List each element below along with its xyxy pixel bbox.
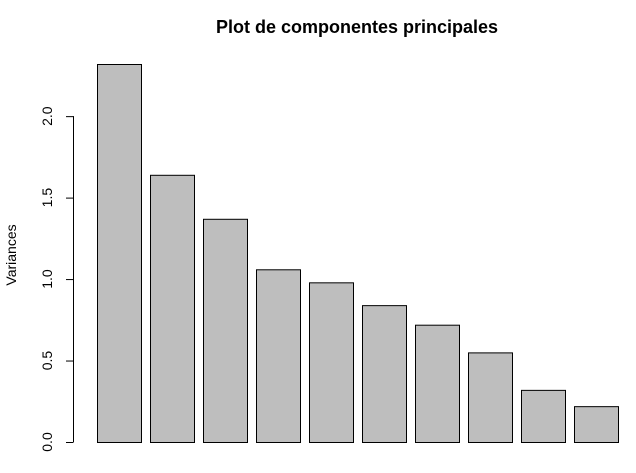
y-tick-label: 1.5 [39, 188, 55, 208]
bar-7 [415, 324, 460, 444]
bar-3 [203, 218, 248, 443]
y-axis-label: Variances [3, 224, 19, 285]
y-tick-label: 2.0 [39, 106, 55, 126]
y-axis: 0.0 0.5 1.0 1.5 2.0 [39, 106, 74, 452]
chart-title: Plot de componentes principales [216, 17, 498, 37]
bar-1 [97, 64, 142, 443]
bar-10 [574, 406, 619, 444]
bars [97, 64, 619, 444]
bar-4 [256, 269, 301, 443]
y-tick-label: 0.0 [39, 432, 55, 452]
bar-9 [521, 389, 566, 443]
bar-5 [309, 282, 354, 443]
y-tick-label: 1.0 [39, 269, 55, 289]
y-tick-label: 0.5 [39, 351, 55, 371]
bar-6 [362, 305, 407, 444]
bar-8 [468, 352, 513, 444]
bar-2 [150, 174, 195, 444]
